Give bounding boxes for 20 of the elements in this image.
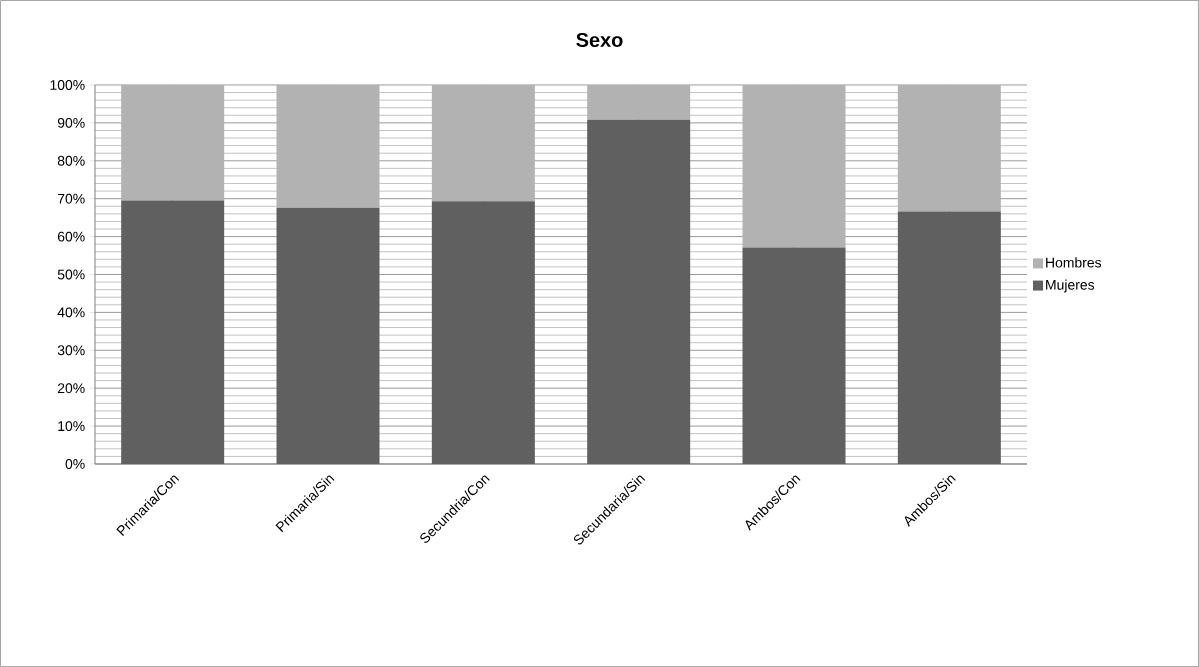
y-tick-label: 0% [65, 459, 85, 469]
bar [742, 247, 846, 464]
bar [121, 200, 225, 464]
y-tick-label: 90% [57, 117, 85, 128]
y-tick-label: 50% [57, 269, 85, 280]
y-tick-label: 10% [58, 421, 85, 432]
bar [431, 201, 535, 464]
y-tick-label: 100% [50, 80, 85, 90]
y-tick-label: 40% [57, 307, 85, 318]
legend-label: Mujeres [1046, 279, 1095, 293]
y-tick-label: 30% [57, 345, 85, 356]
chart-title: Sexo [576, 32, 623, 48]
bar [276, 207, 380, 464]
y-tick-label: 80% [57, 155, 85, 166]
y-tick-label: 70% [57, 193, 85, 204]
bar [897, 211, 1001, 464]
legend-label: Hombres [1046, 257, 1102, 268]
bar [587, 119, 691, 464]
y-tick-label: 20% [57, 383, 85, 394]
y-tick-label: 60% [57, 231, 85, 242]
